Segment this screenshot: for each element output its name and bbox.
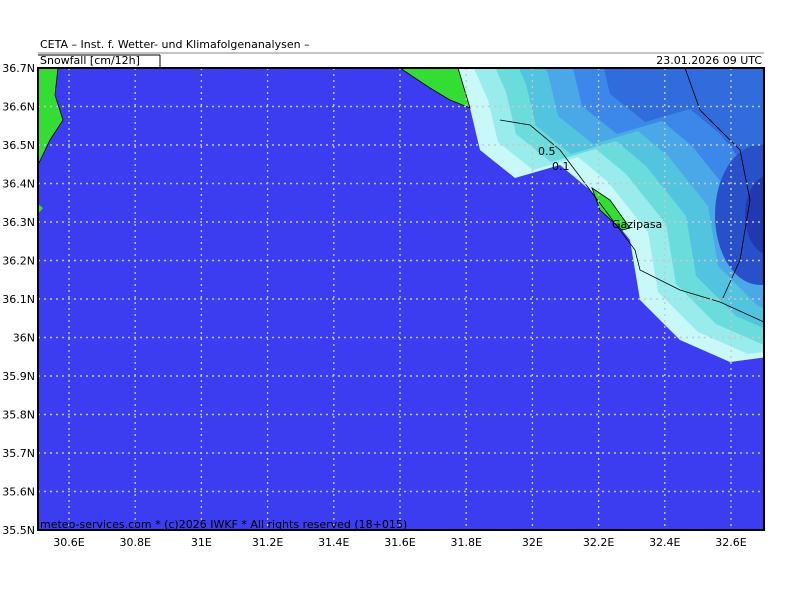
contour-label: 0.1	[552, 160, 570, 173]
lon-label: 31.6E	[384, 536, 415, 549]
lat-label: 36.6N	[2, 101, 35, 114]
lon-label: 32.2E	[583, 536, 614, 549]
grid	[38, 68, 764, 530]
footer: meteo-services.com * (c)2026 IWKF * All …	[40, 518, 407, 531]
lat-label: 36.1N	[2, 293, 35, 306]
lon-label: 32E	[522, 536, 543, 549]
lon-label: 30.8E	[119, 536, 150, 549]
lat-label: 35.8N	[2, 409, 35, 422]
lon-label: 31.8E	[450, 536, 481, 549]
parameter-label: Snowfall [cm/12h]	[40, 54, 140, 67]
lon-label: 31.4E	[318, 536, 349, 549]
valid-time: 23.01.2026 09 UTC	[656, 54, 762, 67]
border	[499, 119, 764, 323]
lat-label: 36.2N	[2, 255, 35, 268]
lat-label: 35.7N	[2, 447, 35, 460]
map-area	[38, 68, 764, 530]
lon-label: 31.2E	[252, 536, 283, 549]
contour-label: 0.5	[538, 145, 556, 158]
map-frame	[37, 67, 765, 531]
lat-label: 36N	[13, 332, 35, 345]
lon-label: 30.6E	[53, 536, 84, 549]
land	[399, 68, 471, 109]
snow-core	[715, 145, 764, 285]
lat-label: 35.5N	[2, 524, 35, 537]
city-label: Gazipasa	[612, 218, 662, 231]
lat-label: 35.6N	[2, 486, 35, 499]
lat-label: 36.3N	[2, 216, 35, 229]
lat-label: 36.7N	[2, 62, 35, 75]
lon-label: 32.6E	[715, 536, 746, 549]
lat-label: 36.4N	[2, 178, 35, 191]
land	[38, 68, 64, 166]
lat-label: 36.5N	[2, 139, 35, 152]
lat-label: 35.9N	[2, 370, 35, 383]
lon-label: 31E	[191, 536, 212, 549]
border	[684, 68, 751, 301]
header-title: CETA – Inst. f. Wetter- und Klimafolgena…	[40, 38, 310, 51]
land	[38, 204, 43, 214]
lon-label: 32.4E	[649, 536, 680, 549]
snow-core	[745, 176, 764, 254]
